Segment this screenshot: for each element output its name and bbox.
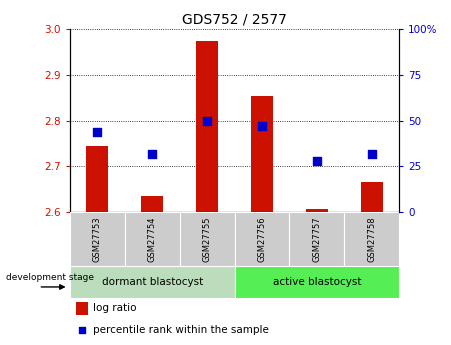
Bar [196, 41, 218, 212]
Point [258, 124, 266, 129]
Bar [77, 302, 88, 315]
Bar [141, 196, 163, 212]
Text: percentile rank within the sample: percentile rank within the sample [93, 325, 269, 335]
Point [313, 158, 320, 164]
Point [149, 151, 156, 156]
Bar [306, 208, 328, 212]
Text: GSM27755: GSM27755 [202, 216, 212, 262]
Bar [179, 212, 235, 266]
Text: GSM27757: GSM27757 [313, 216, 321, 262]
Text: log ratio: log ratio [93, 303, 137, 313]
Bar [235, 212, 290, 266]
Point [94, 129, 101, 135]
Text: GSM27754: GSM27754 [148, 216, 156, 262]
Text: dormant blastocyst: dormant blastocyst [101, 277, 203, 287]
Title: GDS752 / 2577: GDS752 / 2577 [182, 13, 287, 27]
Text: active blastocyst: active blastocyst [272, 277, 361, 287]
Bar [125, 212, 179, 266]
Bar [87, 146, 108, 212]
Bar [290, 212, 344, 266]
Text: GSM27758: GSM27758 [367, 216, 376, 262]
Bar [251, 96, 273, 212]
Point [203, 118, 211, 124]
Bar [70, 212, 125, 266]
Bar [361, 183, 382, 212]
Bar [235, 266, 399, 298]
Text: GSM27756: GSM27756 [258, 216, 267, 262]
Point [79, 327, 86, 333]
Bar [344, 212, 399, 266]
Text: development stage: development stage [5, 273, 94, 282]
Point [368, 151, 375, 156]
Bar [70, 266, 235, 298]
Text: GSM27753: GSM27753 [93, 216, 102, 262]
